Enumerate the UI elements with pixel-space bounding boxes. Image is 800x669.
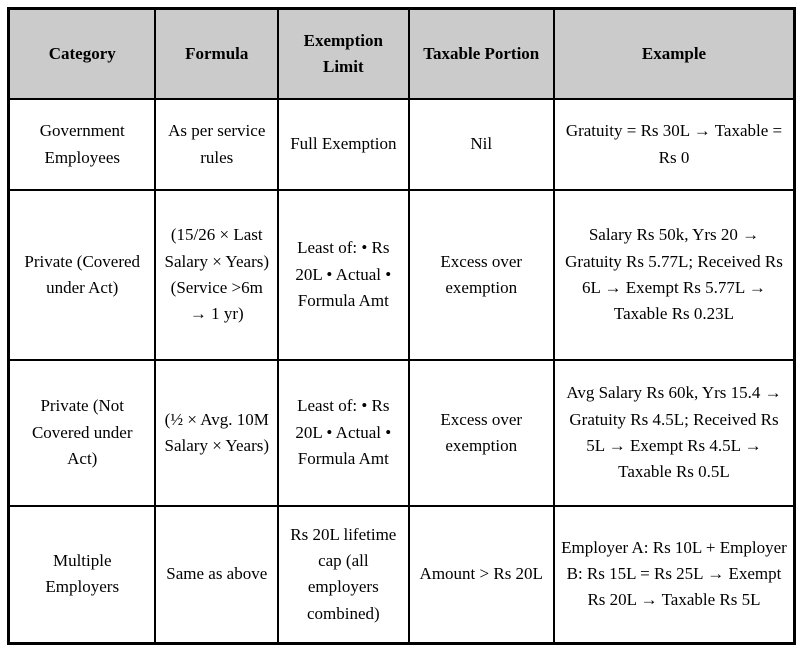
- cell-formula: As per service rules: [154, 98, 280, 191]
- cell-category: Private (Covered under Act): [7, 189, 157, 361]
- column-header-exemption-limit: Exemption Limit: [277, 7, 410, 100]
- column-header-example: Example: [552, 7, 796, 100]
- cell-formula: Same as above: [154, 505, 280, 644]
- cell-example: Avg Salary Rs 60k, Yrs 15.4 → Gratuity R…: [552, 359, 796, 507]
- cell-taxable-portion: Excess over exemption: [407, 359, 555, 507]
- header-row: Category Formula Exemption Limit Taxable…: [7, 7, 796, 100]
- table-row-government-employees: Government Employees As per service rule…: [7, 98, 796, 191]
- table-row-private-not-covered: Private (Not Covered under Act) (½ × Avg…: [7, 359, 796, 507]
- cell-taxable-portion: Amount > Rs 20L: [407, 505, 555, 644]
- table-row-private-covered: Private (Covered under Act) (15/26 × Las…: [7, 189, 796, 361]
- cell-exemption-limit: Full Exemption: [277, 98, 410, 191]
- cell-example: Gratuity = Rs 30L → Taxable = Rs 0: [552, 98, 796, 191]
- table-row-multiple-employers: Multiple Employers Same as above Rs 20L …: [7, 505, 796, 644]
- cell-exemption-limit: Least of: • Rs 20L • Actual • Formula Am…: [277, 359, 410, 507]
- cell-exemption-limit: Least of: • Rs 20L • Actual • Formula Am…: [277, 189, 410, 361]
- table-body: Government Employees As per service rule…: [7, 98, 796, 644]
- cell-example: Salary Rs 50k, Yrs 20 → Gratuity Rs 5.77…: [552, 189, 796, 361]
- gratuity-taxation-table: Category Formula Exemption Limit Taxable…: [7, 7, 796, 645]
- column-header-category: Category: [7, 7, 157, 100]
- column-header-formula: Formula: [154, 7, 280, 100]
- cell-category: Multiple Employers: [7, 505, 157, 644]
- cell-formula: (½ × Avg. 10M Salary × Years): [154, 359, 280, 507]
- cell-exemption-limit: Rs 20L lifetime cap (all employers combi…: [277, 505, 410, 644]
- cell-taxable-portion: Nil: [407, 98, 555, 191]
- table-header: Category Formula Exemption Limit Taxable…: [7, 7, 796, 100]
- cell-category: Government Employees: [7, 98, 157, 191]
- cell-taxable-portion: Excess over exemption: [407, 189, 555, 361]
- cell-formula: (15/26 × Last Salary × Years) (Service >…: [154, 189, 280, 361]
- cell-category: Private (Not Covered under Act): [7, 359, 157, 507]
- column-header-taxable-portion: Taxable Portion: [407, 7, 555, 100]
- cell-example: Employer A: Rs 10L + Employer B: Rs 15L …: [552, 505, 796, 644]
